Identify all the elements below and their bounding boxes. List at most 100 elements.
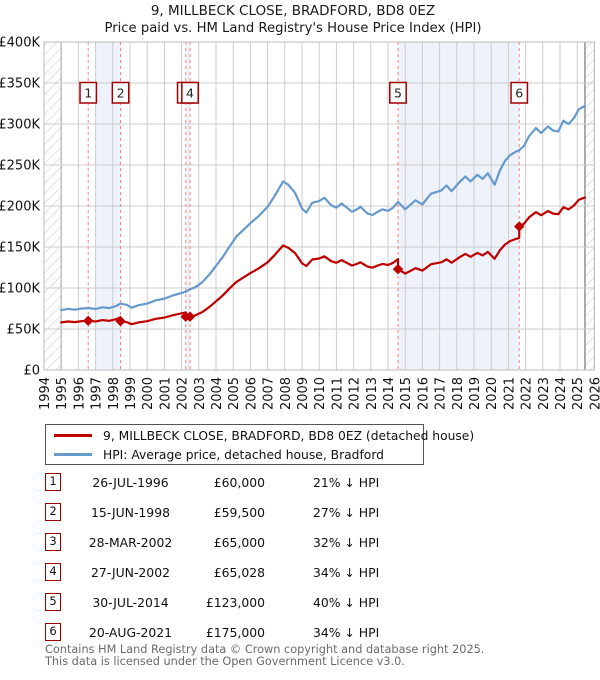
x-axis-tick-label: 2023 xyxy=(537,377,552,410)
x-axis-tick-label: 2013 xyxy=(365,377,380,410)
y-axis-tick-label: £400K xyxy=(0,36,40,51)
y-axis-tick-label: £300K xyxy=(0,118,40,133)
chart-legend: 9, MILLBECK CLOSE, BRADFORD, BD8 0EZ (de… xyxy=(45,424,474,465)
hpi-line-swatch-icon xyxy=(54,453,92,456)
x-axis-tick-label: 2017 xyxy=(434,377,449,410)
sale-number-badge xyxy=(111,81,130,104)
price-paid-line xyxy=(60,196,587,326)
x-axis-tick-label: 1998 xyxy=(107,377,122,410)
sale-row: 4 27-JUN-2002 £65,028 34% ↓ HPI xyxy=(0,562,600,582)
sale-badge: 6 xyxy=(45,622,61,641)
x-axis-tick-label: 1996 xyxy=(72,377,87,410)
sale-row: 5 30-JUL-2014 £123,000 40% ↓ HPI xyxy=(0,592,600,612)
license-footer: Contains HM Land Registry data © Crown c… xyxy=(45,644,590,667)
x-axis-tick-label: 2009 xyxy=(296,377,311,410)
x-axis-tick-label: 2011 xyxy=(330,377,345,410)
sale-vs-hpi: 27% ↓ HPI xyxy=(313,504,380,520)
sale-vs-hpi: 21% ↓ HPI xyxy=(313,475,380,490)
sale-price: £123,000 xyxy=(205,594,265,610)
sale-badge: 4 xyxy=(45,562,61,581)
y-axis-tick-label: £150K xyxy=(0,241,40,256)
legend-item-price-paid: 9, MILLBECK CLOSE, BRADFORD, BD8 0EZ (de… xyxy=(46,426,474,445)
license-line-1: Contains HM Land Registry data © Crown c… xyxy=(45,643,485,656)
x-axis-tick-label: 2021 xyxy=(502,377,517,410)
sale-date: 26-JUL-1996 xyxy=(92,475,169,490)
y-axis-tick-label: £100K xyxy=(0,282,40,297)
x-axis-tick-label: 2006 xyxy=(244,377,259,410)
sale-price: £60,000 xyxy=(213,475,265,490)
x-axis-tick-label: 2001 xyxy=(158,377,173,410)
sale-vs-hpi: 34% ↓ HPI xyxy=(313,564,380,580)
sale-vs-hpi: 32% ↓ HPI xyxy=(313,534,380,550)
sale-number-badge-label: 4 xyxy=(186,86,194,101)
sale-price: £65,028 xyxy=(213,564,265,580)
y-axis-tick-label: £0 xyxy=(23,364,40,379)
y-axis-tick-label: £350K xyxy=(0,77,40,92)
sale-number-badge xyxy=(389,81,407,104)
sale-row: 3 28-MAR-2002 £65,000 32% ↓ HPI xyxy=(0,532,600,552)
legend-label: 9, MILLBECK CLOSE, BRADFORD, BD8 0EZ (de… xyxy=(103,428,475,443)
legend-item-hpi: HPI: Average price, detached house, Brad… xyxy=(46,445,423,464)
sale-marker-diamond xyxy=(115,316,126,327)
sale-date: 28-MAR-2002 xyxy=(88,534,173,550)
sale-date: 15-JUN-1998 xyxy=(91,504,170,520)
x-axis-tick-label: 2024 xyxy=(554,377,569,410)
x-axis-tick-label: 2022 xyxy=(520,377,535,410)
sale-number-badge-label: 2 xyxy=(117,86,125,101)
x-axis-tick-label: 2025 xyxy=(571,377,586,410)
x-axis-tick-label: 1995 xyxy=(55,377,70,410)
y-axis-tick-label: £250K xyxy=(0,159,40,174)
sale-row: 6 20-AUG-2021 £175,000 34% ↓ HPI xyxy=(0,622,600,642)
sale-date: 20-AUG-2021 xyxy=(88,624,173,640)
sale-marker-diamond xyxy=(83,315,94,326)
legend-label: HPI: Average price, detached house, Brad… xyxy=(103,447,384,462)
x-axis-tick-label: 2019 xyxy=(468,377,483,410)
x-axis-tick-label: 2016 xyxy=(416,377,431,410)
sale-marker-diamond xyxy=(184,311,196,322)
x-axis-tick-label: 2018 xyxy=(451,377,466,410)
y-axis-tick-label: £50K xyxy=(7,323,41,338)
sale-badge: 3 xyxy=(45,532,61,551)
sale-price: £59,500 xyxy=(213,504,265,520)
sale-number-badge-label: 6 xyxy=(515,86,523,101)
sale-date: 27-JUN-2002 xyxy=(91,564,170,580)
hpi-line xyxy=(60,104,587,312)
x-axis-tick-label: 2020 xyxy=(485,377,500,410)
sale-marker-diamond xyxy=(514,221,525,232)
x-axis-tick-label: 1999 xyxy=(124,377,139,410)
sale-vs-hpi: 34% ↓ HPI xyxy=(313,624,380,640)
x-axis-tick-label: 2015 xyxy=(399,377,414,410)
x-axis-tick-label: 2003 xyxy=(193,377,208,410)
x-axis-tick-label: 2000 xyxy=(141,377,156,410)
sale-row: 1 26-JUL-1996 £60,000 21% ↓ HPI xyxy=(0,473,600,492)
sale-number-badge-label: 1 xyxy=(84,86,92,101)
plot-border xyxy=(43,41,595,371)
license-line-2: This data is licensed under the Open Gov… xyxy=(45,654,405,668)
sale-number-badge-label: 5 xyxy=(394,86,402,101)
sale-price: £175,000 xyxy=(205,624,265,640)
x-axis-tick-label: 2008 xyxy=(279,377,294,410)
sale-row: 2 15-JUN-1998 £59,500 27% ↓ HPI xyxy=(0,502,600,522)
x-axis-tick-label: 2004 xyxy=(210,377,225,410)
sale-badge: 5 xyxy=(45,592,61,611)
x-axis-tick-label: 2014 xyxy=(382,377,397,410)
price-line-swatch-icon xyxy=(54,434,92,437)
x-axis-tick-label: 2012 xyxy=(348,377,363,410)
x-axis-tick-label: 2005 xyxy=(227,377,242,410)
sale-marker-diamond xyxy=(392,263,404,275)
y-axis-tick-label: £200K xyxy=(0,200,40,215)
x-axis-tick-label: 2010 xyxy=(313,377,328,410)
sale-number-badge xyxy=(181,81,199,104)
sale-number-badge xyxy=(79,81,98,104)
sale-number-badge xyxy=(510,81,529,104)
sale-price: £65,000 xyxy=(213,534,265,550)
x-axis-tick-label: 2026 xyxy=(588,377,600,410)
x-axis-tick-label: 2007 xyxy=(262,377,277,410)
sale-vs-hpi: 40% ↓ HPI xyxy=(313,594,380,610)
page-subtitle: Price paid vs. HM Land Registry's House … xyxy=(104,21,482,36)
x-axis-tick-label: 2002 xyxy=(176,377,191,410)
x-axis-tick-label: 1994 xyxy=(38,377,53,410)
sale-badge: 2 xyxy=(45,502,61,521)
x-axis-tick-label: 1997 xyxy=(90,377,105,410)
